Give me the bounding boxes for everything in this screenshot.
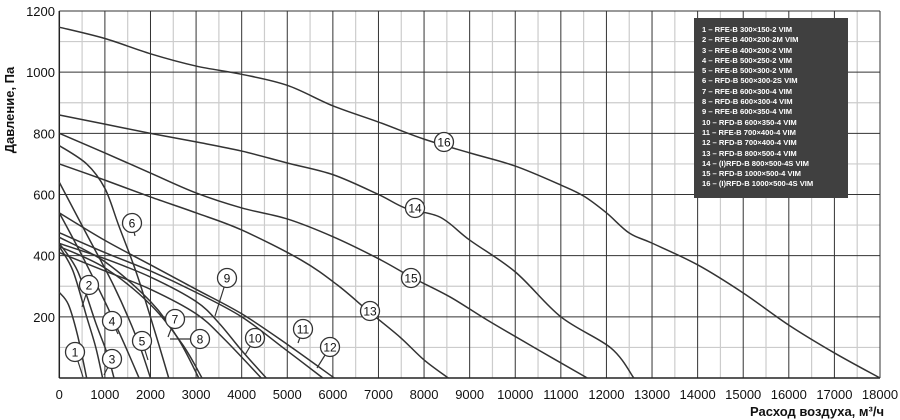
legend-entry: 3 – RFE-B 400×200-2 VIM [702, 45, 793, 55]
legend-entry: 6 – RFD-B 500×300-2S VIM [702, 76, 798, 86]
legend-entry: 12 – RFD-B 700×400-4 VIM [702, 138, 797, 148]
label-circle-6 [121, 212, 143, 234]
label-circle-12 [319, 336, 341, 358]
curve-label-11: 11 [297, 323, 310, 337]
label-circle-14 [404, 197, 426, 219]
x-tick-label: 0 [56, 387, 63, 402]
fan-curve-13 [59, 163, 449, 379]
y-tick-label: 800 [33, 126, 55, 141]
curve-label-14: 14 [408, 202, 422, 216]
x-tick-label: 15000 [725, 387, 761, 402]
legend-entry: 1 – RFE-B 300×150-2 VIM [702, 25, 793, 34]
legend-entry: 10 – RFD-B 600×350-4 VIM [702, 117, 797, 127]
legend-entry: 13 – RFD-B 800×500-4 VIM [702, 148, 797, 158]
label-circle-8 [189, 328, 211, 350]
curve-label-12: 12 [323, 341, 337, 355]
label-circle-16 [433, 131, 455, 153]
fan-curve-8 [58, 245, 203, 379]
curve-label-15: 15 [404, 272, 418, 286]
curve-label-6: 6 [129, 217, 136, 231]
label-circle-7 [164, 308, 186, 330]
x-tick-label: 14000 [680, 387, 716, 402]
fan-curve-14 [59, 114, 635, 379]
y-tick-label: 1200 [26, 4, 55, 19]
label-circle-4 [101, 310, 123, 332]
legend-entry: 4 – RFE-B 500×250-2 VIM [702, 55, 793, 65]
curve-label-13: 13 [363, 305, 377, 319]
curves [58, 26, 881, 379]
fan-curve-4 [58, 212, 140, 379]
label-circle-15 [400, 267, 422, 289]
x-tick-label: 16000 [771, 387, 807, 402]
curve-label-9: 9 [224, 272, 231, 286]
legend-entry: 14 – (I)RFD-B 800×500-4S VIM [702, 158, 809, 168]
label-circle-5 [131, 330, 153, 352]
legend-entry: 9 – RFE-B 600×350-4 VIM [702, 107, 793, 117]
label-circle-10 [244, 327, 266, 349]
x-tick-label: 11000 [543, 387, 578, 402]
curve-label-2: 2 [86, 279, 93, 293]
fan-curve-15 [59, 132, 588, 379]
fan-curve-2 [58, 246, 104, 379]
curve-label-8: 8 [197, 333, 204, 347]
curve-label-4: 4 [109, 315, 116, 329]
legend-entry: 8 – RFD-B 600×300-4 VIM [702, 97, 793, 107]
x-tick-label: 17000 [816, 387, 852, 402]
curve-label-1: 1 [72, 346, 79, 360]
fan-curve-16 [59, 26, 881, 379]
label-circle-9 [216, 267, 238, 289]
curve-label-5: 5 [139, 335, 146, 349]
x-axis-label: Расход воздуха, м³/ч [750, 404, 884, 419]
label-circle-1 [64, 341, 86, 363]
x-tick-label: 18000 [862, 387, 898, 402]
legend-entry: 5 – RFE-B 500×300-2 VIM [702, 66, 793, 76]
legend-entry: 15 – RFD-B 1000×500-4 VIM [702, 169, 801, 179]
x-tick-label: 2000 [136, 387, 165, 402]
x-tick-label: 8000 [410, 387, 439, 402]
label-circle-11 [292, 318, 314, 340]
legend: 1 – RFE-B 300×150-2 VIM 2 – RFE-B 400×200… [694, 18, 848, 198]
y-tick-label: 400 [33, 249, 55, 264]
fan-curve-11 [58, 212, 335, 379]
fan-curve-10 [59, 251, 262, 379]
curve-label-3: 3 [109, 353, 116, 367]
curve-label-16: 16 [437, 136, 451, 150]
x-tick-label: 10000 [497, 387, 533, 402]
label-circle-13 [359, 300, 381, 322]
fan-curve-12 [59, 232, 324, 379]
legend-entry: 11 – RFE-B 700×400-4 VIM [702, 127, 796, 137]
tick-labels: 0 1000 2000 3000 4000 5000 6000 7000 8000 9000 100… [26, 4, 898, 402]
legend-entry: 7 – RFE-B 600×300-4 VIM [702, 86, 793, 96]
label-circle-3 [101, 348, 123, 370]
x-tick-label: 4000 [227, 387, 256, 402]
x-tick-label: 13000 [634, 387, 670, 402]
x-tick-label: 12000 [588, 387, 624, 402]
fan-curve-9 [59, 242, 267, 379]
fan-curve-6 [58, 144, 170, 379]
y-axis-label: Давление, Па [2, 66, 17, 153]
y-tick-label: 1000 [26, 65, 55, 80]
label-circle-2 [78, 274, 100, 296]
curve-label-10: 10 [248, 332, 262, 346]
x-tick-label: 3000 [182, 387, 211, 402]
x-tick-label: 9000 [455, 387, 484, 402]
x-tick-label: 1000 [90, 387, 119, 402]
legend-entry: 2 – RFE-B 400×200-2M VIM [702, 35, 799, 45]
fan-curve-5 [58, 181, 152, 379]
x-tick-label: 6000 [318, 387, 347, 402]
x-tick-label: 5000 [273, 387, 302, 402]
y-tick-label: 600 [33, 188, 55, 203]
x-tick-label: 7000 [364, 387, 393, 402]
y-tick-label: 200 [33, 310, 55, 325]
legend-entry: 16 – (I)RFD-B 1000×500-4S VIM [702, 179, 814, 189]
curve-label-7: 7 [172, 313, 179, 327]
